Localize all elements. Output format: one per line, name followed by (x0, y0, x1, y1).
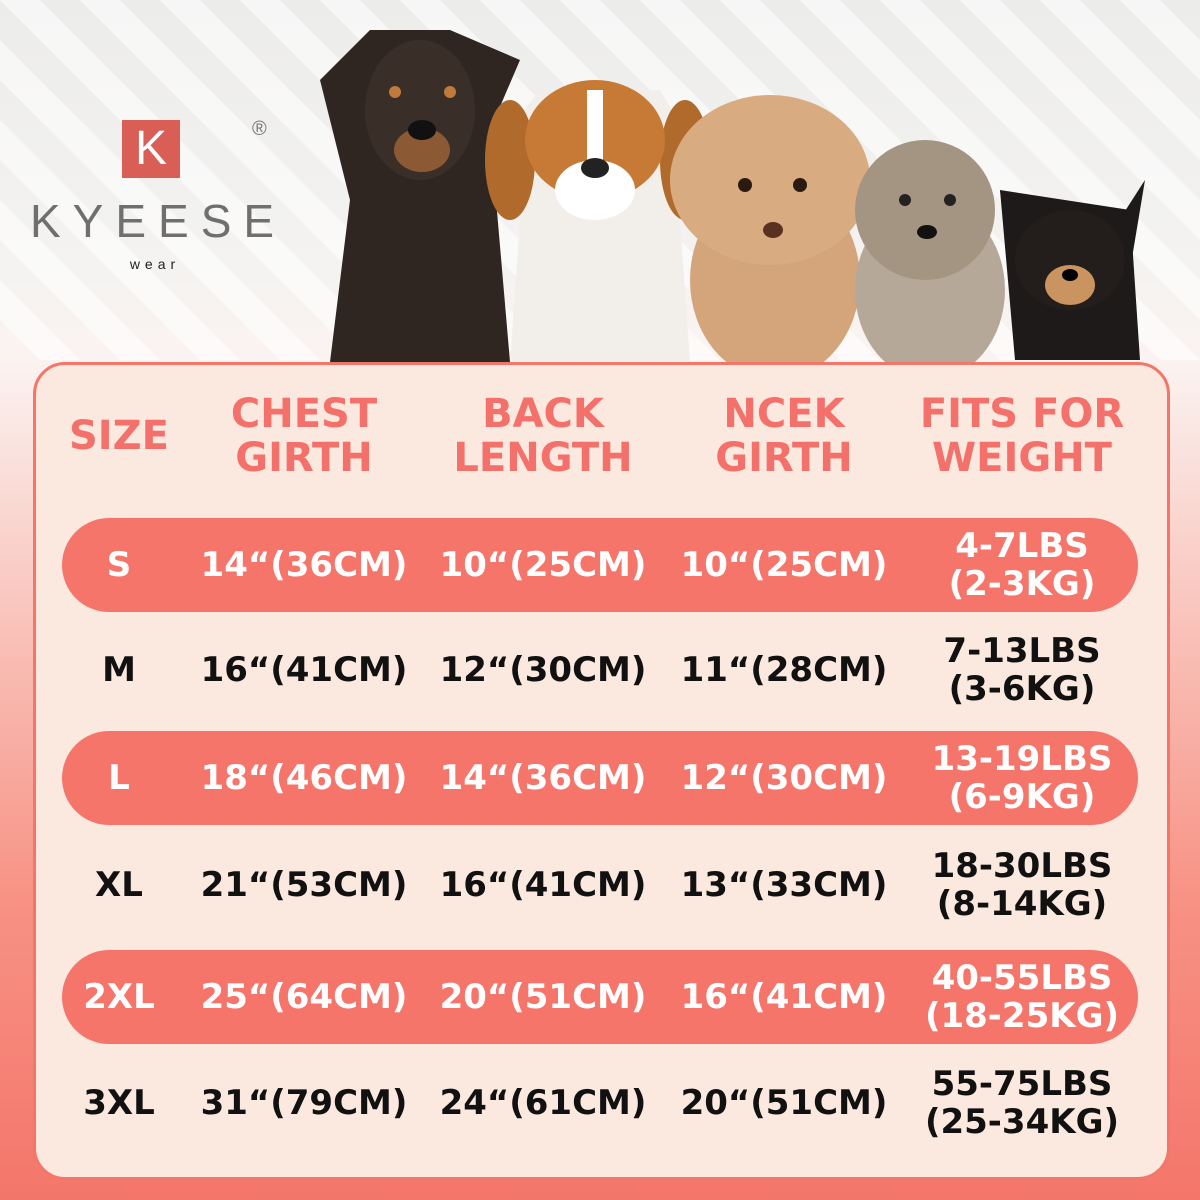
cell-back: 20“(51CM) (439, 977, 647, 1017)
weight-line: 40-55LBS (931, 958, 1113, 998)
poodle-image (670, 95, 870, 362)
header-line: GIRTH (235, 435, 373, 481)
terrier-image (855, 140, 1005, 362)
weight-line: 4-7LBS (955, 526, 1089, 566)
cell-size: 2XL (83, 977, 155, 1017)
header-line: WEIGHT (932, 435, 1112, 481)
header-line: SIZE (68, 413, 170, 459)
row-highlight-band (62, 731, 1138, 825)
cell-weight: 4-7LBS (2-3KG) (902, 527, 1142, 603)
header-neck-girth: NCEK GIRTH (664, 392, 904, 480)
row-highlight-band (62, 518, 1138, 612)
brand-name: KYEESE (30, 195, 287, 247)
cell-chest: 14“(36CM) (200, 545, 408, 585)
weight-line: (3-6KG) (948, 669, 1096, 709)
weight-line: (8-14KG) (936, 884, 1108, 924)
cell-size: S (106, 545, 132, 585)
weight-line: 13-19LBS (931, 739, 1113, 779)
cell-chest: 18“(46CM) (200, 758, 408, 798)
cell-neck: 16“(41CM) (680, 977, 888, 1017)
cell-size: L (108, 758, 130, 798)
cell-back: 10“(25CM) (439, 545, 647, 585)
cell-neck: 13“(33CM) (680, 865, 888, 905)
header-line: GIRTH (715, 435, 853, 481)
cell-chest: 16“(41CM) (200, 650, 408, 690)
cell-weight: 13-19LBS (6-9KG) (902, 740, 1142, 816)
weight-line: (6-9KG) (948, 777, 1096, 817)
cell-neck: 10“(25CM) (680, 545, 888, 585)
cell-chest: 31“(79CM) (200, 1083, 408, 1123)
dogs-photo (320, 30, 1145, 362)
weight-line: 7-13LBS (943, 631, 1101, 671)
cell-back: 12“(30CM) (439, 650, 647, 690)
cell-back: 14“(36CM) (439, 758, 647, 798)
registered-mark: ® (252, 118, 267, 140)
cell-weight: 18-30LBS (8-14KG) (902, 847, 1142, 923)
cell-neck: 11“(28CM) (680, 650, 888, 690)
cell-chest: 25“(64CM) (200, 977, 408, 1017)
cell-size: XL (95, 865, 143, 905)
weight-line: 55-75LBS (931, 1064, 1113, 1104)
cell-neck: 12“(30CM) (680, 758, 888, 798)
header-line: CHEST (230, 391, 378, 437)
cell-weight: 40-55LBS (18-25KG) (902, 959, 1142, 1035)
cell-back: 24“(61CM) (439, 1083, 647, 1123)
header-line: BACK (482, 391, 604, 437)
header-size: SIZE (0, 414, 239, 458)
weight-line: (25-34KG) (924, 1102, 1120, 1142)
cell-neck: 20“(51CM) (680, 1083, 888, 1123)
header-chest-girth: CHEST GIRTH (184, 392, 424, 480)
beagle-image (485, 80, 710, 362)
header-line: NCEK (723, 391, 845, 437)
row-highlight-band (62, 950, 1138, 1044)
chihuahua-image (1000, 180, 1145, 360)
weight-line: (2-3KG) (948, 564, 1096, 604)
brand-logo: K ® KYEESE wear (30, 118, 280, 278)
cell-chest: 21“(53CM) (200, 865, 408, 905)
weight-line: 18-30LBS (931, 846, 1113, 886)
cell-back: 16“(41CM) (439, 865, 647, 905)
header-weight: FITS FOR WEIGHT (902, 392, 1142, 480)
header-back-length: BACK LENGTH (423, 392, 663, 480)
cell-weight: 55-75LBS (25-34KG) (902, 1065, 1142, 1141)
cell-size: 3XL (83, 1083, 155, 1123)
header-line: LENGTH (453, 435, 633, 481)
logo-k-mark: K (122, 120, 180, 178)
header-line: FITS FOR (919, 391, 1125, 437)
weight-line: (18-25KG) (924, 996, 1120, 1036)
cell-size: M (102, 650, 136, 690)
cell-weight: 7-13LBS (3-6KG) (902, 632, 1142, 708)
doberman-image (320, 30, 520, 362)
brand-sub: wear (129, 256, 181, 272)
